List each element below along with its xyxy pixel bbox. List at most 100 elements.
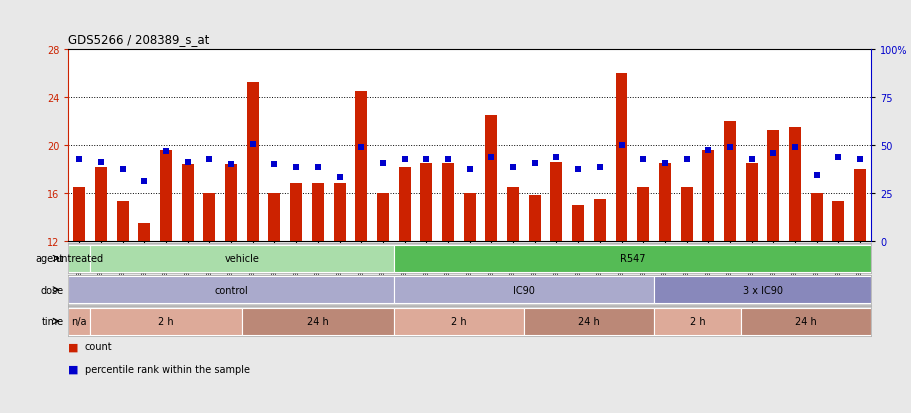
Point: [527, 160, 541, 167]
Text: dose: dose: [41, 285, 64, 295]
Bar: [68, 308, 90, 335]
Point: [94, 159, 108, 166]
Bar: [73, 188, 85, 242]
Point: [809, 172, 824, 179]
Point: [267, 161, 281, 168]
Text: vehicle: vehicle: [224, 254, 259, 263]
Text: 24 h: 24 h: [794, 316, 816, 326]
Bar: [355, 92, 367, 242]
Text: 24 h: 24 h: [307, 316, 328, 326]
Text: 24 h: 24 h: [578, 316, 599, 326]
Bar: [571, 206, 583, 242]
Point: [202, 157, 217, 163]
Point: [440, 157, 455, 163]
Point: [765, 151, 780, 157]
Bar: [117, 202, 128, 242]
Text: time: time: [42, 316, 64, 326]
Point: [223, 161, 238, 168]
Bar: [701, 150, 713, 242]
Point: [180, 159, 195, 166]
Bar: [593, 199, 605, 242]
Point: [353, 145, 368, 151]
Text: 2 h: 2 h: [451, 316, 466, 326]
Bar: [854, 170, 865, 242]
Point: [830, 154, 844, 161]
Point: [613, 142, 628, 149]
Bar: [394, 245, 870, 272]
Point: [548, 154, 563, 161]
Bar: [95, 167, 107, 242]
Bar: [159, 150, 172, 242]
Point: [159, 148, 173, 155]
Bar: [615, 74, 627, 242]
Bar: [312, 184, 323, 242]
Point: [592, 164, 607, 171]
Bar: [485, 116, 496, 242]
Point: [332, 175, 346, 181]
Point: [635, 157, 650, 163]
Bar: [680, 188, 691, 242]
Text: ■: ■: [68, 342, 79, 351]
Bar: [659, 164, 670, 242]
Bar: [653, 277, 870, 303]
Bar: [398, 167, 410, 242]
Bar: [225, 165, 237, 242]
Point: [506, 164, 520, 171]
Bar: [637, 188, 649, 242]
Point: [657, 160, 671, 167]
Bar: [528, 196, 540, 242]
Bar: [653, 308, 740, 335]
Bar: [442, 164, 454, 242]
Bar: [333, 184, 345, 242]
Point: [137, 178, 151, 185]
Bar: [788, 128, 800, 242]
Text: agent: agent: [36, 254, 64, 263]
Text: control: control: [214, 285, 248, 295]
Point: [852, 157, 866, 163]
Text: GDS5266 / 208389_s_at: GDS5266 / 208389_s_at: [68, 33, 210, 45]
Point: [311, 164, 325, 171]
Text: 3 x IC90: 3 x IC90: [742, 285, 782, 295]
Bar: [745, 164, 757, 242]
Bar: [550, 162, 562, 242]
Bar: [68, 245, 90, 272]
Bar: [90, 245, 394, 272]
Text: untreated: untreated: [56, 254, 103, 263]
Text: percentile rank within the sample: percentile rank within the sample: [85, 364, 250, 374]
Bar: [203, 194, 215, 242]
Point: [743, 157, 758, 163]
Bar: [268, 194, 280, 242]
Bar: [523, 308, 653, 335]
Point: [418, 157, 433, 163]
Point: [397, 157, 412, 163]
Bar: [507, 188, 518, 242]
Point: [787, 145, 802, 151]
Bar: [394, 308, 523, 335]
Bar: [247, 83, 259, 242]
Bar: [766, 131, 779, 242]
Bar: [740, 308, 870, 335]
Point: [701, 147, 715, 154]
Point: [289, 164, 303, 171]
Text: 2 h: 2 h: [689, 316, 704, 326]
Bar: [420, 164, 432, 242]
Text: IC90: IC90: [512, 285, 534, 295]
Text: ■: ■: [68, 364, 79, 374]
Bar: [241, 308, 394, 335]
Bar: [832, 202, 844, 242]
Point: [72, 157, 87, 163]
Bar: [810, 194, 822, 242]
Point: [484, 154, 498, 161]
Point: [115, 166, 129, 173]
Bar: [723, 121, 735, 242]
Bar: [290, 184, 302, 242]
Point: [245, 141, 260, 148]
Point: [679, 157, 693, 163]
Text: R547: R547: [619, 254, 644, 263]
Point: [722, 145, 736, 151]
Point: [570, 166, 585, 173]
Bar: [90, 308, 241, 335]
Text: n/a: n/a: [71, 316, 87, 326]
Bar: [394, 277, 653, 303]
Bar: [181, 165, 193, 242]
